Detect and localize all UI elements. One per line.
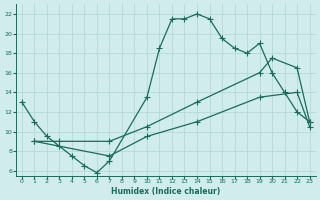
X-axis label: Humidex (Indice chaleur): Humidex (Indice chaleur) bbox=[111, 187, 220, 196]
